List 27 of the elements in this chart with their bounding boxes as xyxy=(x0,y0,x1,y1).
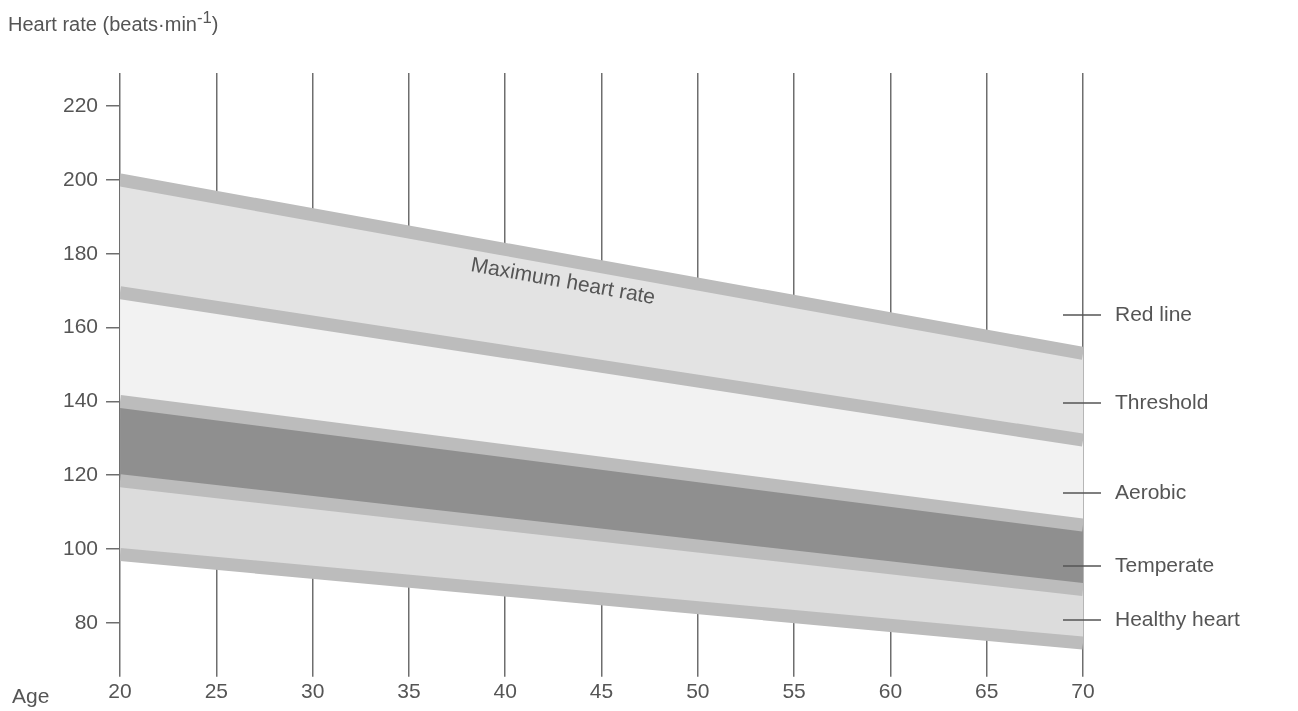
annotation: Maximum heart rate xyxy=(469,252,658,308)
x-tick-label: 55 xyxy=(782,679,806,703)
y-tick-label: 160 xyxy=(62,314,99,338)
text: Temperate xyxy=(1115,552,1215,576)
text: Red line xyxy=(1115,301,1193,325)
y-tick-label: 220 xyxy=(62,93,99,117)
x-tick-label: 40 xyxy=(493,679,517,703)
text: Aerobic xyxy=(1115,479,1187,503)
x-tick-label: 35 xyxy=(397,679,421,703)
x-tick-label: 50 xyxy=(686,679,710,703)
y-axis-title: Heart rate (beats·min$^{-1}$) xyxy=(8,8,219,36)
x-axis-title: Age xyxy=(12,683,50,707)
y-tick-label: 80 xyxy=(74,609,99,633)
x-tick-label: 25 xyxy=(204,679,229,703)
text: Healthy heart xyxy=(1115,606,1241,630)
y-tick-label: 200 xyxy=(62,166,99,190)
y-tick-label: 100 xyxy=(62,535,99,559)
y-tick-label: 180 xyxy=(62,240,99,264)
y-tick-label: 120 xyxy=(62,462,99,486)
x-tick-label: 70 xyxy=(1071,679,1095,703)
x-tick-label: 30 xyxy=(300,679,325,703)
text: Threshold xyxy=(1115,389,1209,413)
x-tick-label: 60 xyxy=(878,679,903,703)
x-tick-label: 45 xyxy=(589,679,614,703)
x-tick-label: 65 xyxy=(975,679,999,703)
y-tick-label: 140 xyxy=(62,388,99,412)
x-tick-label: 20 xyxy=(108,679,132,703)
